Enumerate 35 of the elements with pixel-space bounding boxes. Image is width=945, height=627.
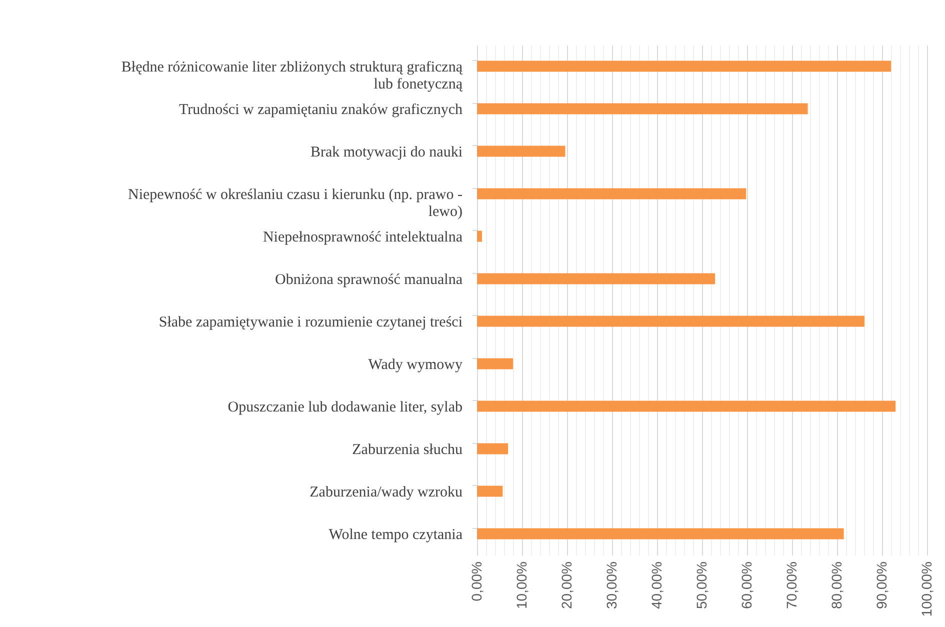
- bar: [477, 60, 891, 72]
- bar: [477, 358, 513, 370]
- y-tick-label: Słabe zapamiętywanie i rozumienie czytanej treści: [158, 314, 462, 330]
- y-tick-label: Błędne różnicowanie liter zbliżonych strukturą graficzną lub fonetyczną: [121, 59, 463, 92]
- bar: [477, 230, 482, 242]
- y-tick-label: Opuszczanie lub dodawanie liter, sylab: [228, 399, 462, 416]
- x-tick-label: 30,00%: [604, 562, 620, 609]
- x-tick-label: 90,00%: [874, 562, 890, 609]
- bar: [477, 188, 746, 200]
- x-tick-label: 50,00%: [694, 562, 710, 609]
- y-tick-label: Wolne tempo czytania: [328, 526, 463, 543]
- x-tick-label: 40,00%: [648, 562, 664, 609]
- x-tick-label: 60,00%: [738, 562, 754, 609]
- y-tick-label: Brak motywacji do nauki: [310, 144, 462, 160]
- x-tick-label: 70,00%: [784, 562, 800, 609]
- y-tick-label: Zaburzenia słuchu: [352, 442, 463, 458]
- y-tick-label: Trudności w zapamiętaniu znaków graficznych: [178, 102, 463, 118]
- bar: [477, 146, 566, 157]
- bar: [477, 400, 896, 412]
- x-tick-label: 20,00%: [558, 562, 574, 609]
- bar: [477, 486, 503, 497]
- bar: [477, 103, 808, 114]
- y-tick-label: Niepełnosprawność intelektualna: [262, 229, 463, 246]
- x-tick-label: 10,00%: [514, 562, 530, 609]
- bar: [477, 528, 844, 540]
- y-tick-label: Niepewność w określaniu czasu i kierunku (np. prawo - lewo): [128, 186, 463, 220]
- y-tick-label: Obniżona sprawność manualna: [275, 272, 463, 288]
- bar: [477, 316, 864, 327]
- y-tick-label: Zaburzenia/wady wzroku: [310, 484, 463, 500]
- x-tick-label: 0,00%: [468, 562, 484, 602]
- y-tick-label: Wady wymowy: [368, 356, 463, 373]
- bar: [477, 443, 508, 454]
- x-tick-label: 100,00%: [918, 562, 934, 617]
- x-tick-label: 80,00%: [828, 562, 844, 609]
- bar: [477, 273, 716, 284]
